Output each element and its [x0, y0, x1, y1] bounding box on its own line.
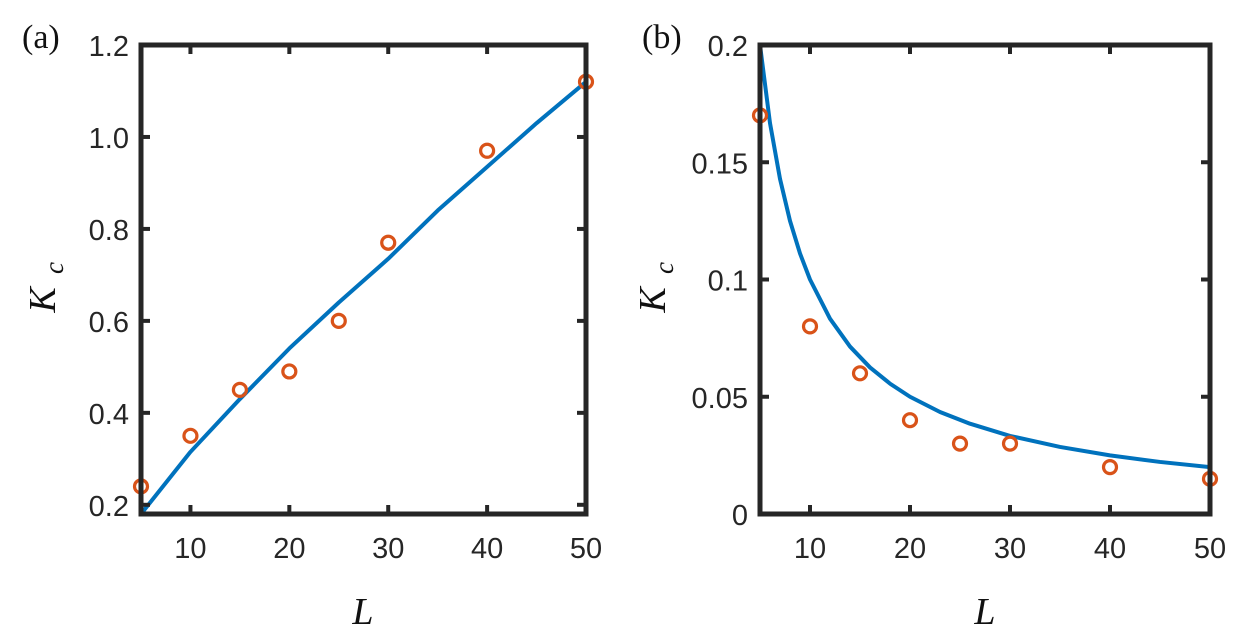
panel-label-a: (a): [22, 19, 60, 56]
x-axis-label-a: L: [351, 591, 373, 629]
panel-label-b: (b): [642, 19, 682, 56]
ticks-b: 10 20 30 40 50 0 0.05 0.1 0.15 0.2: [692, 31, 1227, 565]
data-point-b: [851, 365, 869, 382]
panel-b: (b) 10 20 30 40 50 0 0.05 0.1 0.15 0.2 L K c: [632, 19, 1226, 629]
x-tick-label-b: 30: [994, 533, 1026, 565]
y-tick-label-a: 0.4: [89, 399, 129, 431]
x-tick-label-b: 50: [1194, 533, 1226, 565]
data-point-b: [801, 318, 819, 335]
data-point-b: [1001, 435, 1019, 452]
x-tick-label-b: 10: [794, 533, 826, 565]
y-tick-label-a: 1.2: [89, 31, 129, 63]
x-tick-label-a: 40: [471, 533, 503, 565]
x-axis-label-b: L: [973, 591, 995, 629]
y-tick-label-b: 0: [732, 500, 748, 532]
data-point-a: [380, 234, 397, 251]
y-tick-label-a: 0.2: [89, 491, 129, 523]
y-tick-label-b: 0.15: [692, 148, 748, 180]
x-tick-label-a: 50: [570, 533, 602, 565]
data-point-a: [330, 312, 347, 329]
y-tick-label-a: 0.8: [89, 215, 129, 247]
fit-curve-b: [758, 44, 1211, 470]
y-axis-label-sub-b: c: [649, 262, 679, 274]
fit-curve-a: [139, 80, 588, 516]
y-tick-label-a: 0.6: [89, 307, 129, 339]
y-tick-label-a: 1.0: [89, 123, 129, 155]
data-point-a: [281, 363, 298, 380]
data-point-b: [1101, 459, 1119, 476]
data-point-a: [231, 381, 248, 398]
panel-a: (a) 10 20 30 40 50 0.2 0.4 0.6 0.8 1.0 1.2 L K c: [22, 19, 602, 629]
x-tick-label-a: 20: [273, 533, 305, 565]
plot-area-b: [751, 44, 1219, 487]
y-axis-label-b: K c: [632, 262, 679, 314]
y-axis-label-sub-a: c: [39, 262, 69, 274]
y-axis-label-a: K c: [22, 262, 69, 314]
y-tick-label-b: 0.2: [708, 31, 748, 63]
y-tick-label-b: 0.1: [708, 266, 748, 298]
data-point-b: [901, 412, 919, 429]
plot-area-a: [132, 73, 595, 516]
x-tick-label-b: 20: [894, 533, 926, 565]
axes-box-a: [138, 42, 589, 517]
y-axis-label-main-b: K: [632, 286, 674, 314]
x-tick-label-b: 40: [1094, 533, 1126, 565]
x-tick-label-a: 30: [372, 533, 404, 565]
data-point-a: [479, 142, 496, 159]
axes-box-b: [757, 42, 1213, 517]
y-axis-label-main-a: K: [22, 286, 64, 314]
data-point-b: [951, 435, 969, 452]
x-tick-label-a: 10: [174, 533, 206, 565]
data-point-a: [182, 427, 199, 444]
y-tick-label-b: 0.05: [692, 383, 748, 415]
